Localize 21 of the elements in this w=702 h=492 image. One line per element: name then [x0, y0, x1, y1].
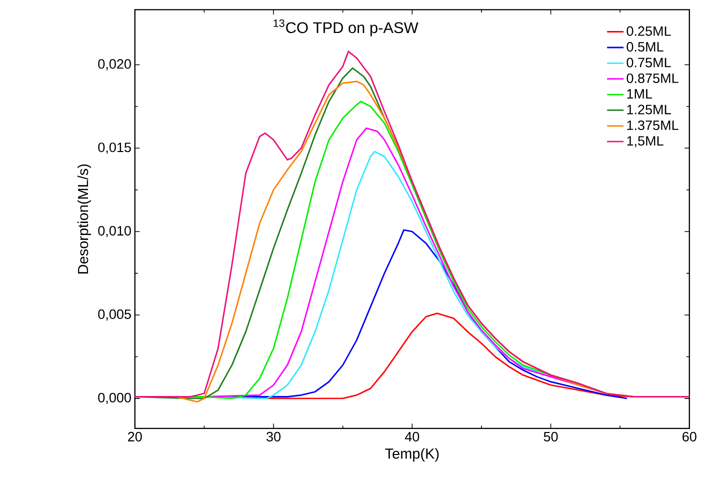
legend-label: 1ML	[627, 88, 652, 98]
y-tick-label: 0,005	[98, 309, 131, 320]
y-axis-title: Desorption(ML/s)	[78, 164, 92, 274]
legend-label: 0.875ML	[626, 73, 678, 83]
legend-label: 0.75ML	[626, 58, 671, 68]
legend-label: 0.5ML	[626, 42, 664, 52]
x-tick-label: 20	[128, 432, 142, 442]
y-tick-label: 0,010	[98, 226, 131, 237]
legend-label: 1.25ML	[627, 104, 671, 114]
x-axis-title: Temp(K)	[385, 448, 439, 462]
x-tick-label: 40	[404, 432, 420, 442]
x-tick-label: 30	[266, 432, 281, 442]
legend-label: 1.375ML	[627, 120, 678, 130]
y-tick-label: 0,000	[98, 392, 131, 404]
text: $^{13}$CO TPD on p-ASW	[274, 19, 418, 36]
x-tick-label: 50	[544, 432, 558, 442]
legend-label: 0.25ML	[626, 26, 671, 36]
y-tick-label: 0,015	[98, 142, 131, 154]
legend-label: 1,5ML	[627, 136, 664, 148]
x-tick-label: 60	[682, 432, 696, 442]
y-tick-label: 0,020	[98, 58, 131, 70]
